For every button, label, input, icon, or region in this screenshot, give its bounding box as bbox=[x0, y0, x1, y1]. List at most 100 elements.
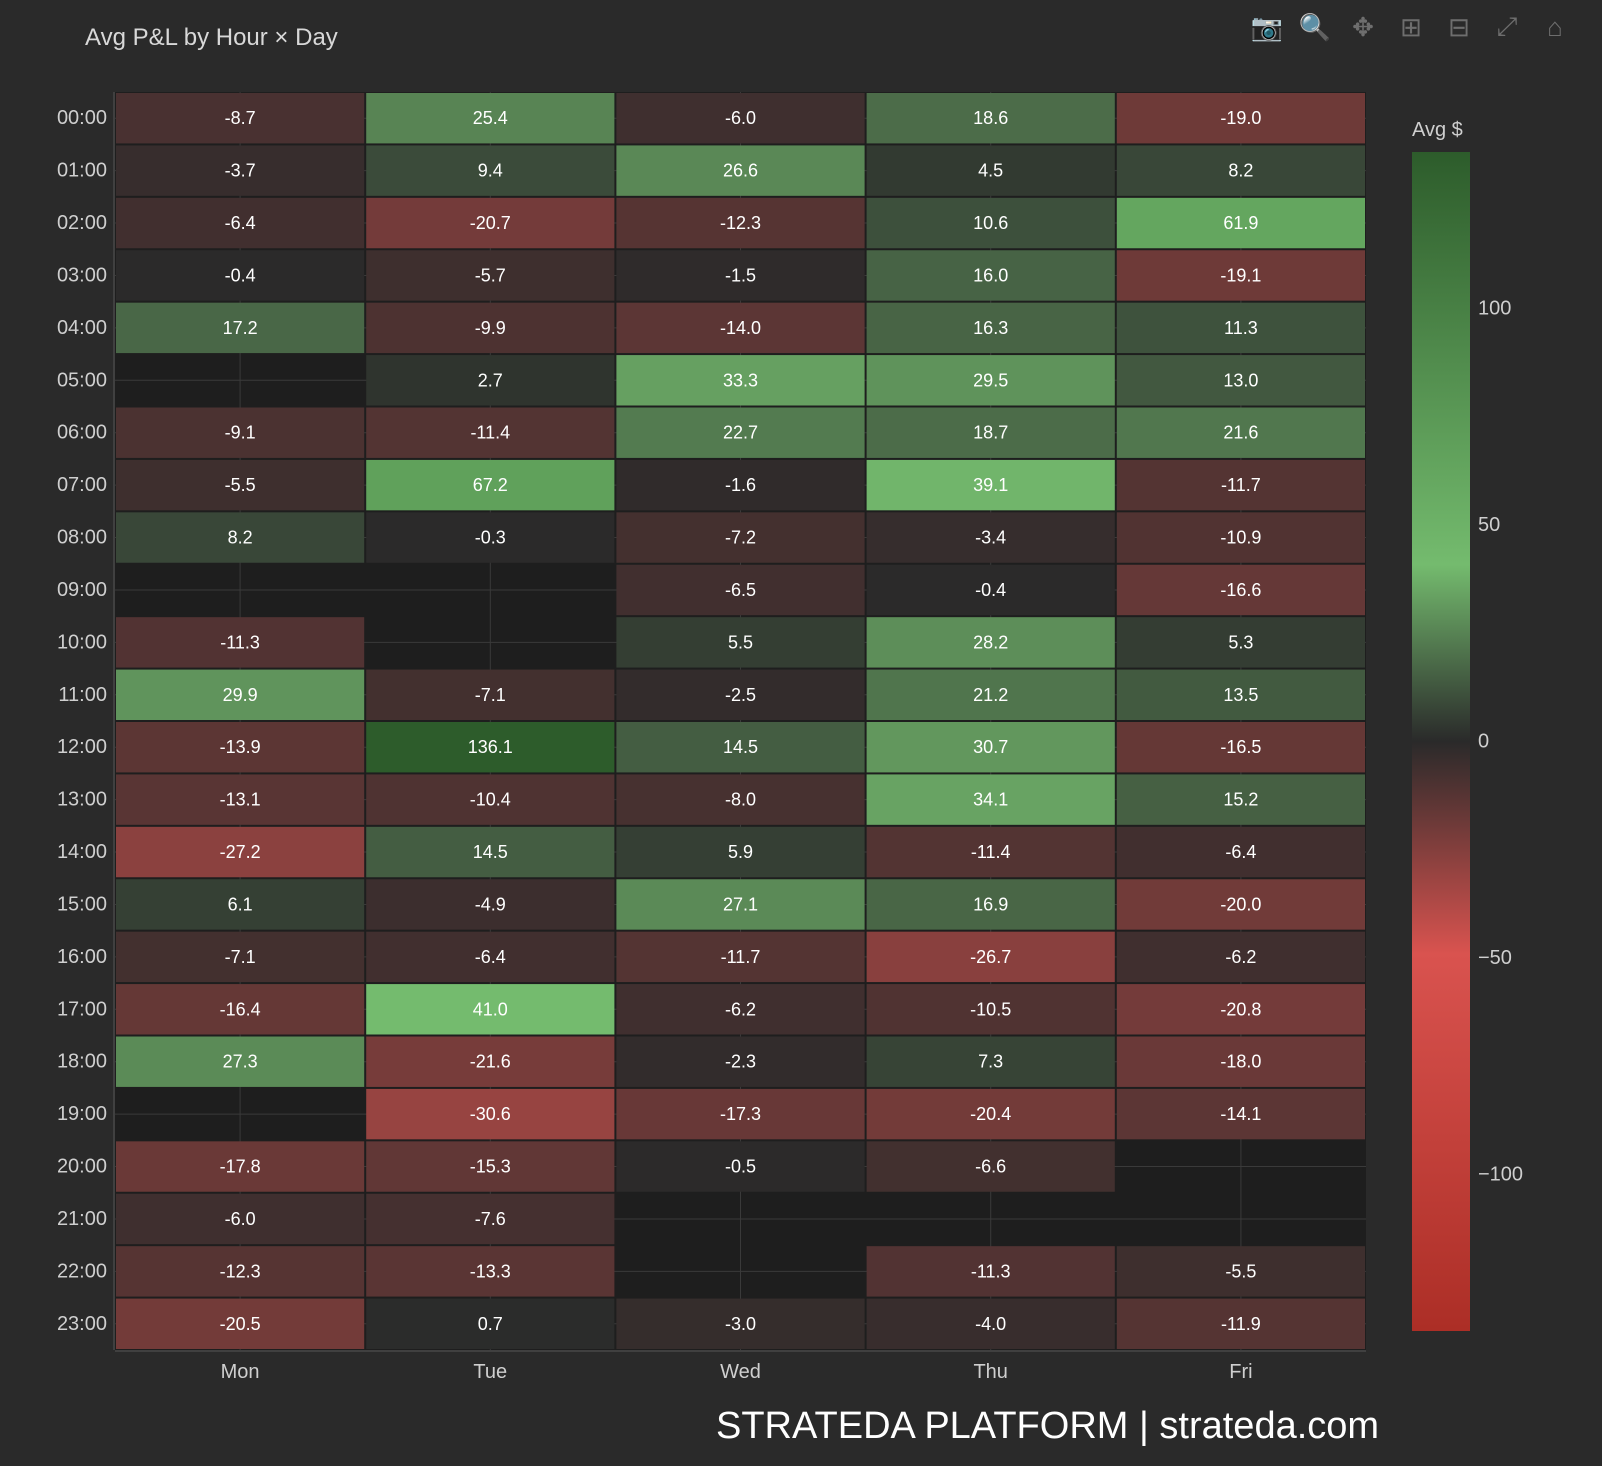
heatmap-cell bbox=[616, 931, 865, 983]
heatmap-cell bbox=[366, 1246, 615, 1297]
cell-label: -17.3 bbox=[720, 1104, 761, 1124]
cell-label: -20.0 bbox=[1220, 894, 1261, 914]
y-tick-label: 08:00 bbox=[57, 527, 107, 549]
heatmap-cell bbox=[1116, 407, 1365, 458]
autoscale-icon[interactable]: ⤢ bbox=[1496, 11, 1518, 41]
cell-label: 27.1 bbox=[723, 894, 758, 914]
heatmap-cell bbox=[116, 617, 365, 668]
cell-label: 8.2 bbox=[228, 528, 253, 548]
heatmap-cell bbox=[116, 197, 365, 249]
heatmap-cell bbox=[366, 355, 615, 406]
cell-label: -13.3 bbox=[470, 1261, 511, 1281]
heatmap-cell bbox=[866, 197, 1115, 249]
heatmap-cell bbox=[866, 250, 1115, 301]
cell-label: 29.5 bbox=[973, 370, 1008, 390]
heatmap-cell bbox=[616, 459, 865, 511]
cell-label: 25.4 bbox=[473, 108, 508, 128]
cell-label: -6.5 bbox=[725, 580, 756, 600]
y-tick-label: 04:00 bbox=[57, 317, 107, 339]
cell-label: -6.4 bbox=[475, 947, 506, 967]
y-tick-label: 10:00 bbox=[57, 631, 107, 653]
heatmap-cell bbox=[1116, 617, 1365, 668]
cell-label: -16.6 bbox=[1220, 580, 1261, 600]
cell-label: 18.6 bbox=[973, 108, 1008, 128]
heatmap-cell bbox=[1116, 1036, 1365, 1087]
heatmap-cell bbox=[616, 250, 865, 301]
heatmap-cell bbox=[116, 1141, 365, 1192]
cell-label: -15.3 bbox=[470, 1157, 511, 1177]
heatmap-cell bbox=[616, 145, 865, 196]
heatmap-cell bbox=[616, 1141, 865, 1192]
cell-label: 14.5 bbox=[473, 842, 508, 862]
heatmap-cell bbox=[116, 826, 365, 878]
cell-label: -19.1 bbox=[1220, 265, 1261, 285]
cell-label: -16.4 bbox=[220, 999, 261, 1019]
heatmap-cell bbox=[1116, 722, 1365, 773]
heatmap-cell bbox=[1116, 512, 1365, 563]
cell-label: 7.3 bbox=[978, 1052, 1003, 1072]
cell-label: -3.0 bbox=[725, 1314, 756, 1334]
cell-label: 41.0 bbox=[473, 999, 508, 1019]
y-tick-label: 02:00 bbox=[57, 212, 107, 234]
cell-label: 21.6 bbox=[1223, 423, 1258, 443]
colorbar-tick-label: 100 bbox=[1478, 297, 1511, 319]
cell-label: -19.0 bbox=[1220, 108, 1261, 128]
heatmap-cell bbox=[616, 1088, 865, 1140]
cell-label: 9.4 bbox=[478, 161, 503, 181]
cell-label: 16.0 bbox=[973, 265, 1008, 285]
cell-label: -11.3 bbox=[220, 632, 260, 652]
heatmap-cell bbox=[366, 197, 615, 249]
camera-icon[interactable]: 📷 bbox=[1250, 11, 1284, 42]
cell-label: -6.2 bbox=[1225, 947, 1256, 967]
cell-label: -7.1 bbox=[225, 947, 256, 967]
heatmap-cell bbox=[616, 355, 865, 406]
cell-label: 34.1 bbox=[973, 790, 1008, 810]
heatmap-cell bbox=[116, 250, 365, 301]
cell-label: 17.2 bbox=[223, 318, 258, 338]
cell-label: 14.5 bbox=[723, 737, 758, 757]
heatmap-cell bbox=[116, 1246, 365, 1297]
cell-label: 61.9 bbox=[1223, 213, 1258, 233]
cell-label: -20.8 bbox=[1220, 999, 1261, 1019]
zoom-out-icon[interactable]: ⊟ bbox=[1448, 11, 1470, 42]
heatmap-cell bbox=[116, 669, 365, 720]
heatmap-cell bbox=[116, 302, 365, 354]
cell-label: -11.9 bbox=[1221, 1314, 1261, 1334]
heatmap-cell bbox=[616, 512, 865, 563]
cell-label: 33.3 bbox=[723, 370, 758, 390]
heatmap-cell bbox=[866, 407, 1115, 458]
cell-label: -20.5 bbox=[220, 1314, 261, 1334]
heatmap-cell bbox=[866, 1298, 1115, 1349]
colorbar-tick-label: −100 bbox=[1478, 1164, 1523, 1186]
cell-label: 15.2 bbox=[1223, 790, 1258, 810]
zoom-in-icon[interactable]: ⊞ bbox=[1400, 11, 1422, 42]
cell-label: -7.1 bbox=[475, 685, 506, 705]
home-icon[interactable]: ⌂ bbox=[1547, 11, 1563, 42]
cell-label: -7.2 bbox=[725, 528, 756, 548]
cell-label: 0.7 bbox=[478, 1314, 503, 1334]
heatmap-cell bbox=[866, 93, 1115, 144]
watermark: STRATEDA PLATFORM | strateda.com bbox=[716, 1405, 1380, 1447]
heatmap-cell bbox=[1116, 1088, 1365, 1140]
y-tick-label: 06:00 bbox=[57, 422, 107, 444]
y-tick-label: 12:00 bbox=[57, 736, 107, 758]
heatmap-cell bbox=[1116, 459, 1365, 511]
cell-label: -5.5 bbox=[1225, 1261, 1256, 1281]
heatmap-cell bbox=[116, 931, 365, 983]
colorbar-tick-label: 0 bbox=[1478, 731, 1489, 753]
cell-label: -8.7 bbox=[225, 108, 256, 128]
heatmap-cell bbox=[616, 879, 865, 930]
y-tick-label: 22:00 bbox=[57, 1260, 107, 1282]
cell-label: -6.0 bbox=[225, 1209, 256, 1229]
cell-label: 10.6 bbox=[973, 213, 1008, 233]
heatmap-cell bbox=[366, 512, 615, 563]
pan-icon[interactable]: ✥ bbox=[1352, 11, 1374, 42]
y-tick-label: 18:00 bbox=[57, 1051, 107, 1073]
heatmap-cell bbox=[366, 250, 615, 301]
heatmap-cell bbox=[366, 1141, 615, 1192]
heatmap-cell bbox=[116, 1193, 365, 1245]
chart-title: Avg P&L by Hour × Day bbox=[85, 24, 338, 51]
heatmap-cell bbox=[366, 1088, 615, 1140]
zoom-box-icon[interactable]: 🔍 bbox=[1298, 11, 1332, 42]
